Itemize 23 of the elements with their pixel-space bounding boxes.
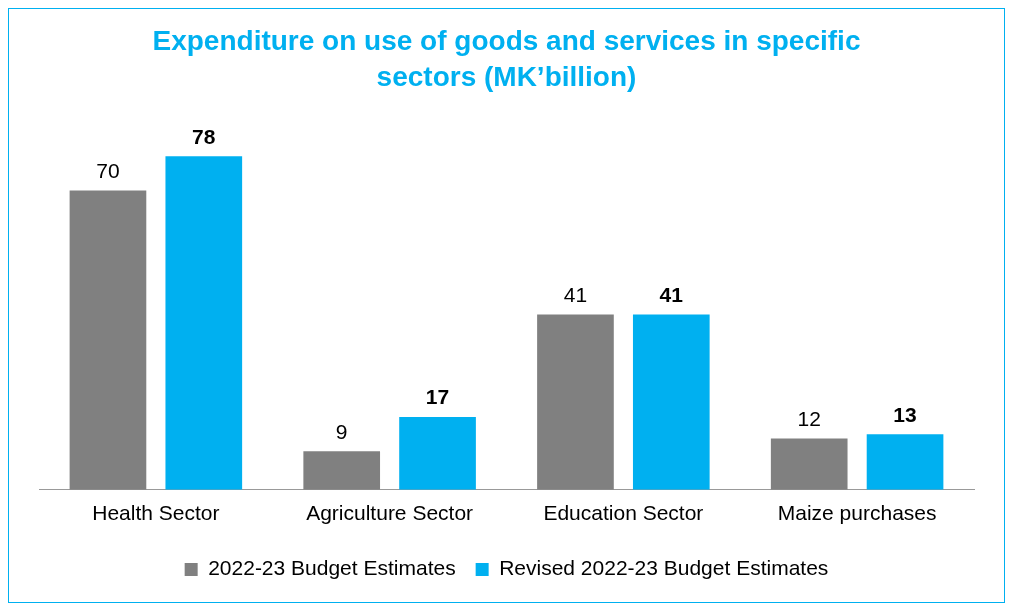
bar	[537, 314, 614, 490]
x-tick-label: Health Sector	[92, 501, 220, 525]
data-label: 78	[192, 124, 216, 148]
bar	[165, 156, 243, 490]
bar	[866, 434, 944, 490]
data-label: 12	[797, 406, 821, 430]
x-tick-label: Maize purchases	[777, 501, 937, 525]
bar	[399, 417, 476, 490]
data-label: 13	[893, 402, 917, 426]
x-tick-label: Education Sector	[543, 501, 704, 525]
data-label: 70	[96, 158, 120, 182]
bar	[69, 190, 147, 490]
data-label: 9	[335, 419, 348, 443]
chart-title: Expenditure on use of goods and services in specific sectors (MK’billion)	[151, 24, 862, 94]
legend-label: 2022-23 Budget Estimates	[208, 556, 456, 580]
bar	[632, 314, 710, 490]
bar	[770, 438, 848, 490]
x-tick-label: Agriculture Sector	[306, 501, 474, 525]
bar	[303, 451, 381, 490]
data-label: 41	[563, 282, 588, 306]
data-label: 17	[425, 385, 450, 409]
data-label: 41	[659, 282, 684, 306]
legend-label: Revised 2022-23 Budget Estimates	[499, 556, 829, 580]
